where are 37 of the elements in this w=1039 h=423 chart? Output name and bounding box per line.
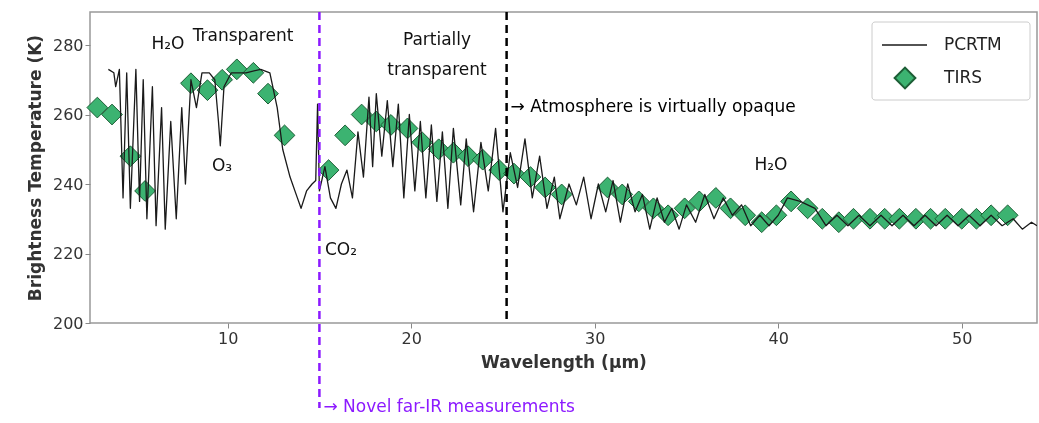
x-tick-label: 20 [401,328,422,348]
y-tick-label: 200 [52,313,84,333]
ref-line-label: → Atmosphere is virtually opaque [510,96,796,116]
annotation: O₃ [211,155,233,175]
point [273,124,296,147]
annotation: Partially [402,29,472,49]
point [350,103,373,126]
point [196,79,219,102]
x-tick-label: 40 [768,328,789,348]
annotation: CO₂ [324,239,358,259]
y-tick-label: 220 [52,244,84,263]
point [101,103,123,126]
point [86,96,109,119]
point [796,197,819,220]
x-tick-label: 10 [217,328,239,348]
point [765,204,788,227]
ref-line-label: → Novel far-IR measurements [323,396,576,416]
point [334,124,356,147]
annotation: H₂O [754,154,788,174]
point [257,82,279,105]
x-tick-label: 50 [952,328,973,348]
point [225,58,248,81]
y-tick-label: 240 [52,174,84,194]
x-tick-label: 30 [585,328,606,348]
y-tick-label: 280 [52,35,84,55]
y-axis-title: Brightness Temperature (K) [24,34,45,302]
y-tick-label: 260 [52,105,84,125]
legend-label: TIRS [943,67,983,87]
point [242,61,265,84]
annotation: H₂O [151,33,185,53]
annotation: transparent [387,59,488,79]
legend-label: PCRTM [944,34,1002,54]
x-axis-title: Wavelength (μm) [481,351,647,372]
annotation: Transparent [191,25,294,45]
point [996,204,1019,227]
point [734,204,757,227]
point [704,187,727,209]
